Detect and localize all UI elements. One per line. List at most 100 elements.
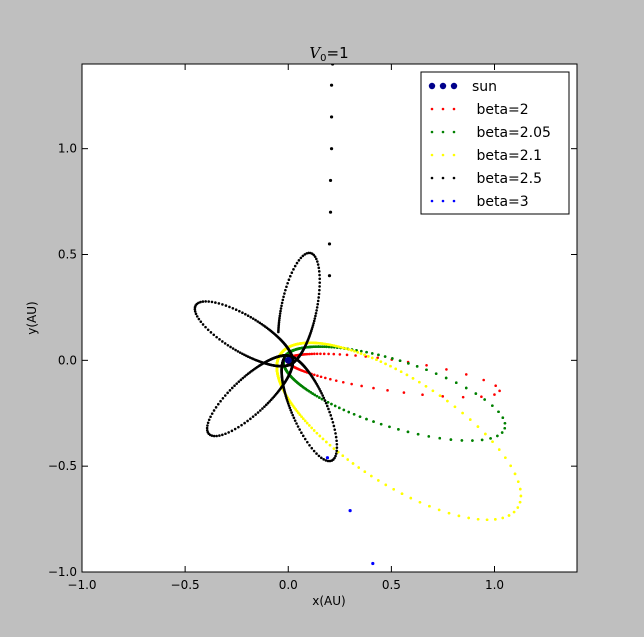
legend-label: beta=2 <box>472 102 529 118</box>
data-point <box>332 424 336 428</box>
data-point <box>319 389 322 393</box>
x-tick-label: 0.5 <box>382 578 401 592</box>
data-point <box>254 413 257 416</box>
data-point <box>293 264 297 268</box>
data-point <box>319 352 322 356</box>
data-point <box>204 300 207 303</box>
legend-marker <box>450 82 458 90</box>
data-point <box>325 456 330 460</box>
data-point <box>503 421 507 425</box>
data-point <box>210 412 214 415</box>
data-point <box>415 365 419 368</box>
data-point <box>315 352 319 356</box>
data-point <box>221 397 225 400</box>
data-point <box>231 306 235 310</box>
data-point <box>365 417 368 421</box>
data-point <box>316 263 320 266</box>
data-point <box>428 504 431 508</box>
data-point <box>300 415 303 418</box>
data-point <box>329 115 334 119</box>
data-point <box>313 393 317 397</box>
data-point <box>227 431 230 434</box>
data-point <box>496 434 499 438</box>
data-point <box>316 260 319 263</box>
data-point <box>284 288 287 292</box>
data-point <box>320 456 323 460</box>
data-point <box>231 347 235 350</box>
data-point <box>280 301 284 305</box>
data-point <box>338 353 342 356</box>
data-point <box>372 420 375 423</box>
data-point <box>230 429 234 433</box>
data-point <box>289 408 292 412</box>
data-point <box>258 409 262 412</box>
data-point <box>424 384 428 388</box>
data-point <box>431 389 435 393</box>
data-point <box>438 394 442 398</box>
data-point <box>370 474 373 478</box>
data-point <box>293 343 296 347</box>
data-point <box>376 356 379 360</box>
data-point <box>215 335 218 339</box>
data-point <box>287 404 291 407</box>
data-point <box>298 413 302 417</box>
data-point <box>224 304 228 307</box>
data-point <box>328 443 332 447</box>
data-point <box>209 415 212 419</box>
data-point <box>243 421 246 425</box>
data-point <box>279 307 283 310</box>
data-point <box>314 314 317 318</box>
data-point <box>342 408 346 412</box>
data-point <box>397 428 400 431</box>
data-point <box>210 300 214 304</box>
legend-label: beta=2.05 <box>472 125 551 141</box>
data-point <box>411 377 415 380</box>
data-point <box>400 492 404 496</box>
data-point <box>399 370 403 373</box>
data-point <box>216 402 220 406</box>
data-point <box>279 309 282 313</box>
data-point <box>317 266 321 270</box>
data-point <box>223 342 227 345</box>
series-4 <box>193 64 339 463</box>
data-point <box>235 382 239 385</box>
data-point <box>237 425 240 429</box>
x-tick-label: −1.0 <box>67 578 96 592</box>
data-point <box>335 439 338 443</box>
data-point <box>288 406 292 410</box>
data-point <box>394 367 397 371</box>
data-point <box>207 418 211 422</box>
data-point <box>221 433 224 437</box>
data-point <box>280 304 283 308</box>
data-point <box>327 352 330 356</box>
data-point <box>322 458 325 461</box>
data-point <box>328 178 333 183</box>
data-point <box>375 358 378 362</box>
legend-marker <box>428 82 436 90</box>
data-point <box>318 285 321 288</box>
data-point <box>321 394 324 397</box>
legend: sun beta=2 beta=2.05 beta=2.1 beta=2.5 b… <box>420 71 570 215</box>
data-point <box>289 274 292 278</box>
data-point <box>305 421 309 425</box>
data-point <box>323 345 326 348</box>
data-point <box>398 359 402 363</box>
data-point <box>347 348 350 351</box>
data-point <box>320 392 323 395</box>
data-point <box>323 399 327 402</box>
data-point <box>286 402 290 405</box>
data-point <box>217 302 221 305</box>
data-point <box>367 355 370 358</box>
data-point <box>377 353 380 357</box>
data-point <box>316 374 319 378</box>
data-point <box>308 443 311 447</box>
legend-marker <box>441 176 445 180</box>
data-point <box>421 393 424 396</box>
data-point <box>315 309 318 312</box>
data-point <box>277 330 280 334</box>
legend-marker <box>430 153 434 157</box>
data-point <box>233 427 237 431</box>
data-point <box>464 386 468 390</box>
data-point <box>277 320 281 324</box>
data-point <box>497 448 501 451</box>
